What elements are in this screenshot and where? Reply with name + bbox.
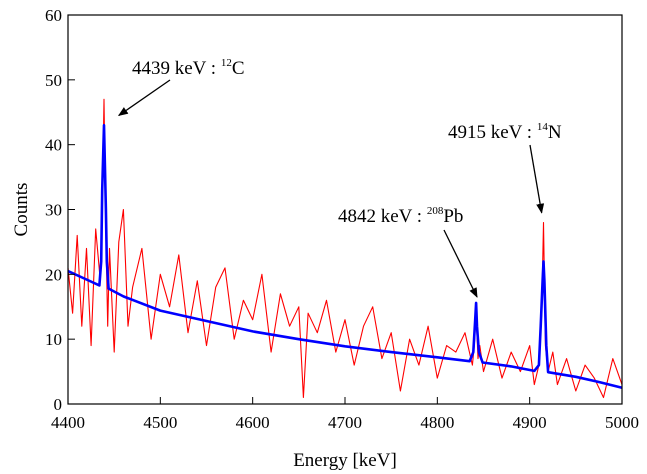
peak-annotation: 4439 keV : 12C bbox=[117, 57, 245, 117]
x-tick-label: 4600 bbox=[236, 413, 270, 432]
measured-spectrum-line bbox=[67, 98, 623, 399]
y-tick-label: 50 bbox=[45, 71, 62, 90]
y-tick-label: 40 bbox=[45, 136, 62, 155]
x-tick-label: 4700 bbox=[328, 413, 362, 432]
annotation-arrow bbox=[117, 79, 171, 117]
peak-annotation-label: 4915 keV : 14N bbox=[448, 121, 562, 143]
y-tick-label: 10 bbox=[45, 330, 62, 349]
annotations: 4439 keV : 12C 4842 keV : 208Pb 4915 keV :… bbox=[117, 57, 562, 298]
x-axis-label: Energy [keV] bbox=[293, 450, 397, 471]
annotation-arrow bbox=[529, 144, 545, 214]
y-tick-label: 20 bbox=[45, 265, 62, 284]
fit-line bbox=[67, 123, 623, 390]
x-tick-label: 5000 bbox=[605, 413, 639, 432]
y-tick-label: 0 bbox=[54, 395, 63, 414]
x-tick-label: 4400 bbox=[51, 413, 85, 432]
y-tick-label: 30 bbox=[45, 201, 62, 220]
axis-ticks: 4400 4500 4600 4700 4800 4900 5000 0 10 20 30 40 50 6… bbox=[45, 6, 639, 432]
x-tick-label: 4500 bbox=[143, 413, 177, 432]
plot-frame bbox=[67, 14, 623, 405]
y-axis-label: Counts bbox=[11, 183, 32, 237]
peak-annotation: 4842 keV : 208Pb bbox=[338, 205, 478, 298]
peak-annotation: 4915 keV : 14N bbox=[448, 121, 562, 214]
y-tick-label: 60 bbox=[45, 6, 62, 25]
x-tick-label: 4900 bbox=[513, 413, 547, 432]
peak-annotation-label: 4439 keV : 12C bbox=[132, 57, 245, 79]
plot-area bbox=[67, 98, 623, 399]
peak-annotation-label: 4842 keV : 208Pb bbox=[338, 205, 463, 227]
x-tick-label: 4800 bbox=[420, 413, 454, 432]
annotation-arrow bbox=[443, 229, 478, 298]
